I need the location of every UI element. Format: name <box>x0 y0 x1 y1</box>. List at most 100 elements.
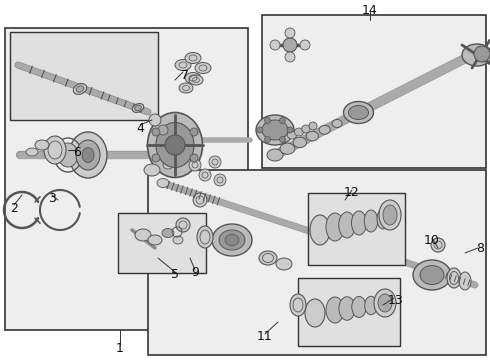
Ellipse shape <box>144 164 160 176</box>
Ellipse shape <box>365 296 377 315</box>
Ellipse shape <box>212 224 252 256</box>
Ellipse shape <box>225 234 239 246</box>
Circle shape <box>257 127 263 133</box>
Ellipse shape <box>219 230 245 250</box>
Ellipse shape <box>175 59 191 71</box>
Ellipse shape <box>383 205 397 225</box>
Text: 4: 4 <box>136 122 144 135</box>
Ellipse shape <box>413 260 451 290</box>
Ellipse shape <box>135 105 141 111</box>
Ellipse shape <box>163 161 173 169</box>
Circle shape <box>285 28 295 38</box>
Circle shape <box>265 136 270 143</box>
Circle shape <box>152 128 160 136</box>
Ellipse shape <box>156 122 194 167</box>
Ellipse shape <box>132 104 144 112</box>
Ellipse shape <box>378 294 392 312</box>
Ellipse shape <box>339 212 355 238</box>
Circle shape <box>279 117 286 123</box>
Ellipse shape <box>195 63 211 73</box>
Circle shape <box>431 238 445 252</box>
Circle shape <box>300 40 310 50</box>
Text: 1: 1 <box>116 342 124 355</box>
Ellipse shape <box>162 229 174 238</box>
Ellipse shape <box>189 75 203 85</box>
Text: 6: 6 <box>73 145 81 158</box>
Ellipse shape <box>262 120 288 140</box>
Ellipse shape <box>305 299 325 327</box>
Circle shape <box>214 174 226 186</box>
Ellipse shape <box>294 128 303 136</box>
Ellipse shape <box>379 200 401 230</box>
Ellipse shape <box>310 215 330 245</box>
Circle shape <box>152 154 160 162</box>
Ellipse shape <box>348 105 368 120</box>
Ellipse shape <box>58 143 78 167</box>
Bar <box>262 15 486 168</box>
Ellipse shape <box>44 136 66 164</box>
Circle shape <box>270 40 280 50</box>
Bar <box>308 193 405 265</box>
Ellipse shape <box>280 143 295 154</box>
Circle shape <box>474 46 490 62</box>
Ellipse shape <box>343 102 373 123</box>
Text: 11: 11 <box>257 329 273 342</box>
Ellipse shape <box>287 131 297 139</box>
Ellipse shape <box>26 148 38 156</box>
Circle shape <box>190 128 198 136</box>
Circle shape <box>285 52 295 62</box>
Bar <box>148 170 486 355</box>
Ellipse shape <box>326 213 344 241</box>
Ellipse shape <box>462 44 490 66</box>
Ellipse shape <box>290 294 306 316</box>
Ellipse shape <box>76 140 100 170</box>
Ellipse shape <box>276 258 292 270</box>
Ellipse shape <box>259 251 277 265</box>
Ellipse shape <box>148 235 162 245</box>
Ellipse shape <box>147 112 202 177</box>
Circle shape <box>209 156 221 168</box>
Text: 5: 5 <box>171 267 179 280</box>
Ellipse shape <box>135 229 151 241</box>
Circle shape <box>190 154 198 162</box>
Circle shape <box>199 169 211 181</box>
Circle shape <box>176 218 190 232</box>
Text: 2: 2 <box>10 202 18 215</box>
Ellipse shape <box>165 135 185 155</box>
Ellipse shape <box>352 297 366 318</box>
Ellipse shape <box>74 84 87 94</box>
Ellipse shape <box>197 226 213 248</box>
Text: 9: 9 <box>191 266 199 279</box>
Circle shape <box>265 117 270 123</box>
Ellipse shape <box>267 149 283 161</box>
Circle shape <box>158 125 168 135</box>
Ellipse shape <box>351 211 367 235</box>
Circle shape <box>193 193 207 207</box>
Ellipse shape <box>459 272 471 290</box>
Ellipse shape <box>35 140 49 150</box>
Text: 14: 14 <box>362 4 378 17</box>
Circle shape <box>149 114 161 126</box>
Ellipse shape <box>82 148 94 162</box>
Ellipse shape <box>364 210 378 232</box>
Ellipse shape <box>332 120 342 127</box>
Ellipse shape <box>280 134 290 142</box>
Text: 13: 13 <box>388 293 404 306</box>
Text: 12: 12 <box>344 185 360 198</box>
Ellipse shape <box>447 268 461 288</box>
Ellipse shape <box>306 131 318 141</box>
Text: 7: 7 <box>181 68 189 81</box>
Ellipse shape <box>377 209 389 229</box>
Ellipse shape <box>76 86 84 92</box>
Ellipse shape <box>157 179 169 188</box>
Circle shape <box>283 38 297 52</box>
Ellipse shape <box>173 236 183 244</box>
Bar <box>118 213 206 273</box>
Bar <box>298 278 400 346</box>
Ellipse shape <box>420 266 444 284</box>
Ellipse shape <box>179 83 193 93</box>
Ellipse shape <box>256 115 294 145</box>
Ellipse shape <box>185 72 201 84</box>
Circle shape <box>189 159 201 171</box>
Bar <box>10 32 158 120</box>
